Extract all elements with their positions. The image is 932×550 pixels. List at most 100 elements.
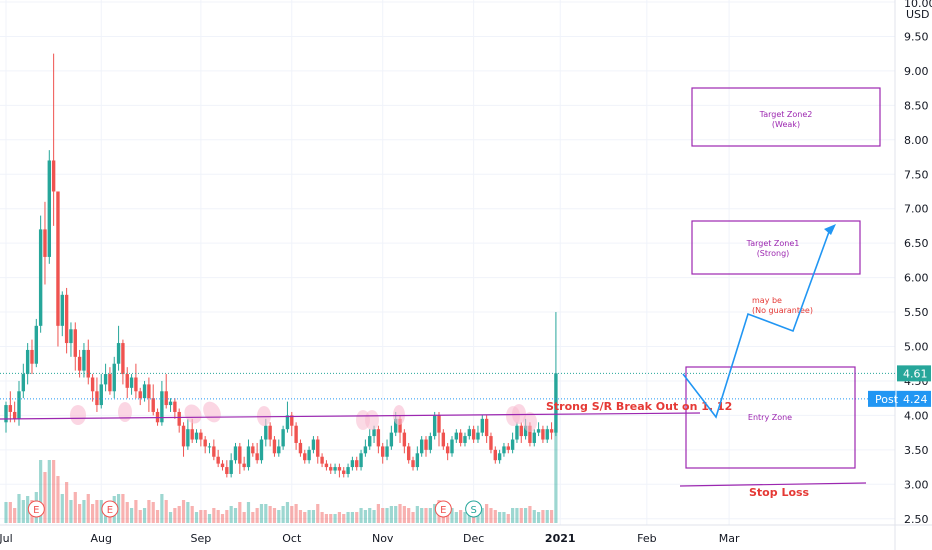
candle-body: [103, 374, 108, 385]
volume-bar: [199, 510, 203, 523]
candle-body: [424, 439, 428, 450]
candle-body: [549, 429, 554, 433]
volume-bar: [190, 506, 194, 523]
price-axis[interactable]: USD 9.50 9.00 8.50 8.00 7.50 7.00 6.50 6.00 5.50…: [868, 0, 932, 526]
volume-bar: [545, 510, 549, 523]
y-tick-label: 8.50: [904, 99, 929, 112]
candle-body: [489, 436, 493, 450]
candle-body: [445, 446, 450, 454]
volume-bar: [229, 506, 233, 523]
x-tick-label: Oct: [282, 532, 302, 545]
volume-bar: [424, 508, 428, 523]
volume-bar: [177, 506, 181, 523]
volume-bar: [290, 506, 294, 523]
candle-body: [411, 460, 415, 468]
candle-body: [86, 349, 90, 378]
volume-bar: [121, 494, 125, 523]
candle-body: [389, 432, 394, 447]
candle-body: [207, 446, 212, 448]
volume-bar: [277, 510, 281, 523]
entry-zone-label: Entry Zone: [748, 413, 792, 422]
candle-body: [121, 343, 125, 375]
candle-body: [337, 467, 342, 471]
volume-bar: [420, 508, 424, 523]
volume-bar: [233, 508, 238, 523]
volume-bar: [255, 508, 259, 523]
volume-bar: [355, 512, 359, 523]
volume-bar: [181, 500, 186, 523]
candle-body: [510, 439, 515, 450]
y-tick-label: 7.00: [904, 203, 929, 216]
volume-bar: [268, 506, 272, 523]
highlight-blob: [506, 406, 520, 426]
candle-body: [368, 436, 372, 447]
volume-bar: [324, 514, 329, 523]
candle-body: [497, 453, 502, 461]
candle-body: [47, 160, 51, 257]
volume-bar: [498, 512, 502, 523]
volume-bar: [389, 506, 393, 523]
candle-body: [381, 446, 385, 457]
y-tick-label: 3.50: [904, 444, 929, 457]
target-zone2-label: Target Zone2: [759, 110, 813, 119]
volume-bar: [168, 512, 173, 523]
volume-bar: [281, 506, 285, 523]
maybe-annotation: may be: [752, 296, 782, 305]
candle-body: [519, 425, 523, 437]
volume-bar: [363, 510, 367, 523]
candle-body: [168, 401, 173, 406]
event-marker-label: E: [107, 505, 113, 516]
candle-body: [532, 432, 536, 443]
currency-label: USD: [906, 8, 930, 21]
volume-bar: [528, 506, 532, 523]
stop-loss-line: [679, 482, 867, 487]
y-tick-label: 9.00: [904, 65, 929, 78]
y-tick-label: 9.50: [904, 30, 929, 43]
entry-zone-box: [685, 366, 856, 469]
volume-bar: [21, 500, 25, 523]
candle-body: [385, 446, 389, 457]
target-zone2-box: [691, 87, 881, 147]
candle-body: [394, 418, 398, 433]
y-tick-label: 10.00: [904, 0, 932, 10]
volume-bar: [212, 508, 216, 523]
event-marker-circle: [101, 500, 119, 518]
candle-body: [181, 425, 186, 447]
volume-bar: [82, 500, 86, 523]
candle-body: [484, 418, 489, 437]
candle-body: [8, 405, 13, 412]
volume-bar: [220, 514, 225, 523]
candle-body: [225, 467, 229, 474]
candle-body: [415, 453, 420, 468]
support-resistance-line: [0, 412, 701, 420]
volume-bar: [207, 514, 212, 523]
candle-body: [432, 415, 437, 437]
candle-body: [458, 432, 463, 443]
target-zone1-label: Target Zone1: [746, 239, 800, 248]
volume-bar: [476, 510, 480, 523]
candle-body: [220, 463, 225, 468]
volume-bar: [4, 502, 8, 523]
y-tick-label: 6.50: [904, 237, 929, 250]
candle-body: [294, 425, 298, 443]
candle-body: [194, 432, 199, 440]
volume-bar: [194, 512, 199, 523]
candle-body: [216, 456, 220, 464]
volume-bar: [307, 510, 311, 523]
y-tick-label: 2.50: [904, 513, 929, 526]
highlight-blob: [118, 402, 132, 422]
stop-loss-annotation: Stop Loss: [749, 486, 810, 499]
volume-bar: [242, 512, 246, 523]
event-marker-label: E: [440, 505, 446, 516]
volume-bar: [385, 508, 389, 523]
volume-bar: [43, 472, 47, 523]
volume-bar: [402, 506, 406, 523]
x-tick-label: Mar: [719, 532, 740, 545]
candle-body: [493, 449, 497, 461]
candle-body: [406, 446, 411, 461]
volume-bar: [407, 508, 411, 523]
volume-bar: [264, 504, 268, 523]
candle-body: [259, 439, 264, 461]
time-axis[interactable]: Jul Aug Sep Oct Nov Dec 2021 Feb Mar: [0, 532, 740, 545]
